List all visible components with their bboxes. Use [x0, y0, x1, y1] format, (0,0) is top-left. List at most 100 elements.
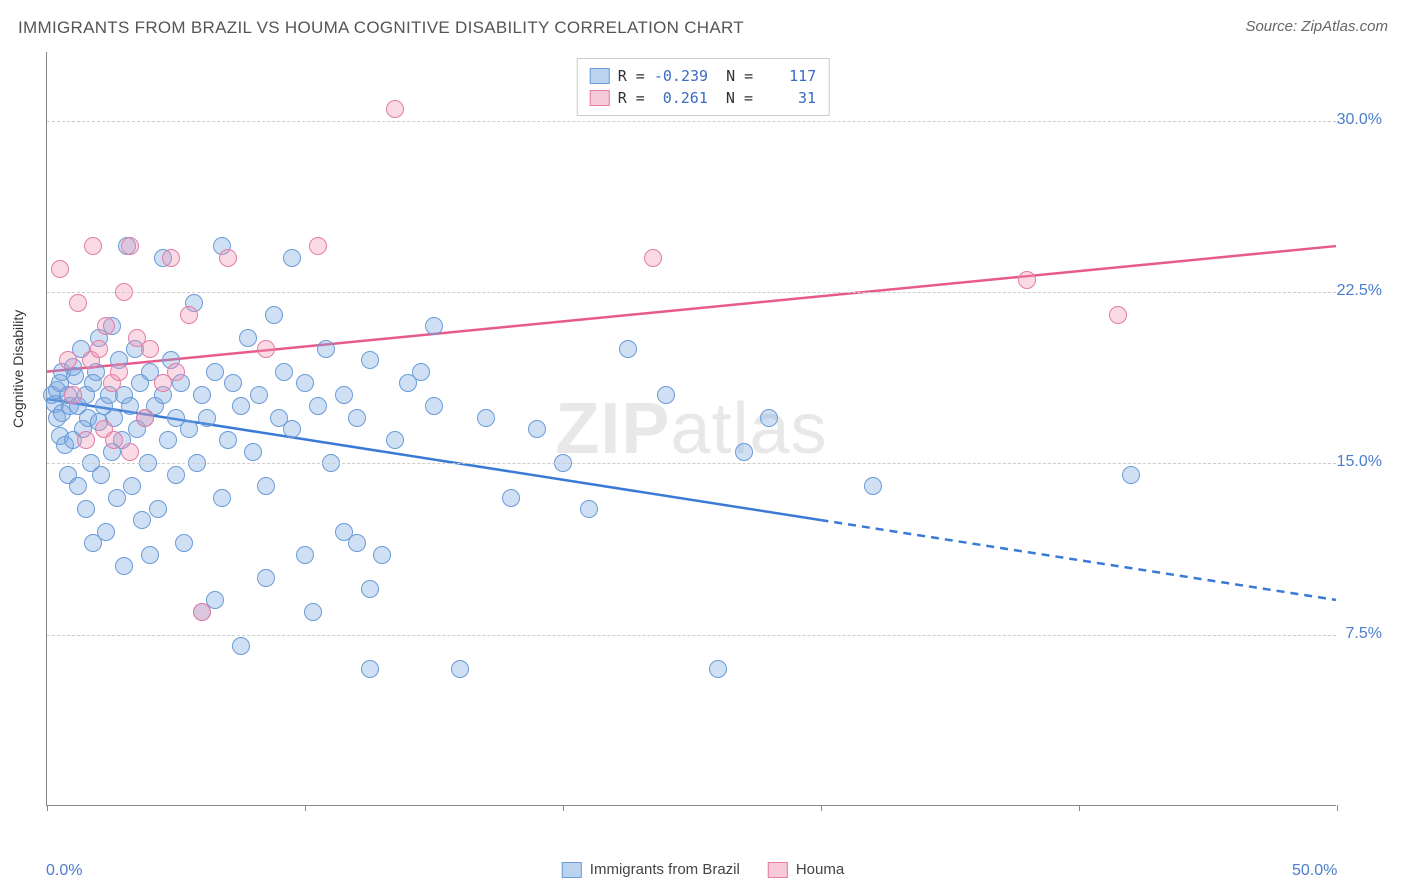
data-point: [257, 477, 275, 495]
data-point: [123, 477, 141, 495]
data-point: [193, 386, 211, 404]
data-point: [657, 386, 675, 404]
data-point: [92, 466, 110, 484]
y-tick-label: 30.0%: [1337, 111, 1382, 129]
data-point: [110, 363, 128, 381]
data-point: [528, 420, 546, 438]
data-point: [105, 431, 123, 449]
series-legend: Immigrants from Brazil Houma: [562, 861, 844, 878]
data-point: [386, 431, 404, 449]
correlation-legend: R = -0.239 N = 117 R = 0.261 N = 31: [577, 58, 830, 116]
legend-item-brazil: Immigrants from Brazil: [562, 861, 740, 878]
data-point: [335, 386, 353, 404]
data-point: [69, 294, 87, 312]
data-point: [348, 409, 366, 427]
data-point: [502, 489, 520, 507]
data-point: [1109, 306, 1127, 324]
data-point: [84, 237, 102, 255]
data-point: [141, 546, 159, 564]
data-point: [864, 477, 882, 495]
data-point: [283, 249, 301, 267]
data-point: [348, 534, 366, 552]
chart-title: IMMIGRANTS FROM BRAZIL VS HOUMA COGNITIV…: [18, 18, 744, 37]
data-point: [265, 306, 283, 324]
data-point: [244, 443, 262, 461]
data-point: [198, 409, 216, 427]
data-point: [133, 511, 151, 529]
data-point: [373, 546, 391, 564]
legend-label: Houma: [796, 861, 844, 878]
data-point: [180, 420, 198, 438]
data-point: [619, 340, 637, 358]
data-point: [224, 374, 242, 392]
data-point: [97, 523, 115, 541]
data-point: [361, 660, 379, 678]
data-point: [64, 386, 82, 404]
data-point: [69, 477, 87, 495]
data-point: [1018, 271, 1036, 289]
x-tick: [1079, 805, 1080, 811]
data-point: [451, 660, 469, 678]
source-label: Source: ZipAtlas.com: [1245, 18, 1388, 35]
swatch-blue-icon: [562, 862, 582, 878]
x-tick-label: 50.0%: [1292, 862, 1337, 880]
data-point: [141, 340, 159, 358]
gridline-h: [47, 635, 1336, 636]
data-point: [425, 317, 443, 335]
swatch-pink: [590, 90, 610, 106]
data-point: [97, 317, 115, 335]
x-tick: [563, 805, 564, 811]
data-point: [309, 237, 327, 255]
data-point: [121, 443, 139, 461]
data-point: [361, 580, 379, 598]
x-tick: [821, 805, 822, 811]
data-point: [159, 431, 177, 449]
data-point: [296, 546, 314, 564]
swatch-pink-icon: [768, 862, 788, 878]
data-point: [59, 351, 77, 369]
scatter-chart: ZIPatlas: [46, 52, 1336, 806]
data-point: [425, 397, 443, 415]
data-point: [121, 397, 139, 415]
data-point: [108, 489, 126, 507]
data-point: [219, 431, 237, 449]
data-point: [760, 409, 778, 427]
data-point: [167, 466, 185, 484]
data-point: [232, 397, 250, 415]
y-tick-label: 7.5%: [1346, 625, 1382, 643]
data-point: [232, 637, 250, 655]
x-tick: [1337, 805, 1338, 811]
legend-label: Immigrants from Brazil: [590, 861, 740, 878]
data-point: [149, 500, 167, 518]
data-point: [162, 249, 180, 267]
data-point: [239, 329, 257, 347]
y-tick-label: 22.5%: [1337, 282, 1382, 300]
data-point: [250, 386, 268, 404]
data-point: [77, 431, 95, 449]
data-point: [257, 569, 275, 587]
data-point: [167, 363, 185, 381]
data-point: [317, 340, 335, 358]
scatter-points: [47, 52, 1336, 805]
data-point: [296, 374, 314, 392]
data-point: [180, 306, 198, 324]
x-tick-label: 0.0%: [46, 862, 82, 880]
data-point: [90, 340, 108, 358]
x-tick: [47, 805, 48, 811]
data-point: [309, 397, 327, 415]
data-point: [257, 340, 275, 358]
data-point: [477, 409, 495, 427]
gridline-h: [47, 292, 1336, 293]
data-point: [644, 249, 662, 267]
data-point: [66, 367, 84, 385]
swatch-blue: [590, 68, 610, 84]
data-point: [115, 557, 133, 575]
data-point: [580, 500, 598, 518]
data-point: [121, 237, 139, 255]
data-point: [275, 363, 293, 381]
y-axis-label: Cognitive Disability: [10, 310, 26, 428]
data-point: [709, 660, 727, 678]
data-point: [412, 363, 430, 381]
data-point: [735, 443, 753, 461]
data-point: [193, 603, 211, 621]
